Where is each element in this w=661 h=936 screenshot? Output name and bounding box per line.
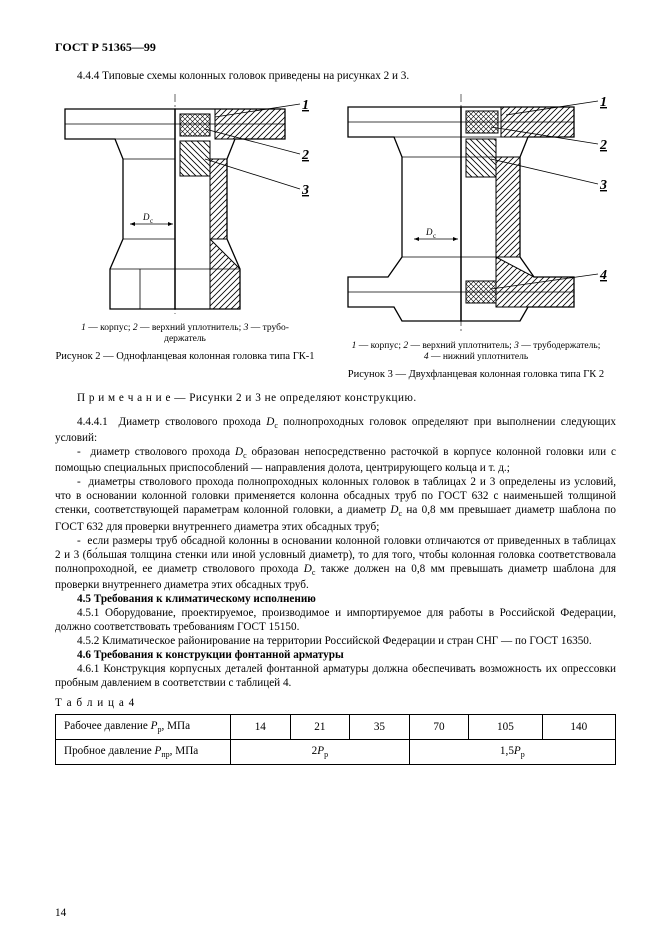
- table-4: Рабочее давление Pр, МПа 14 21 35 70 105…: [55, 714, 616, 765]
- para-4-6-1: 4.6.1 Конструкция корпусных деталей фонт…: [55, 662, 616, 690]
- para-4-5-1: 4.5.1 Оборудование, проектируемое, произ…: [55, 606, 616, 634]
- figure-2-legend: 1 — корпус; 2 — верхний уплотнитель; 3 —…: [81, 323, 289, 346]
- svg-text:1: 1: [302, 98, 309, 113]
- figures-row: D c 1 2 3 1 — корпус; 2 — верхний уплотн…: [55, 89, 616, 381]
- svg-text:c: c: [433, 232, 436, 240]
- row1-label: Рабочее давление Pр, МПа: [56, 714, 231, 739]
- para-cond-1: - диаметр стволового прохода Dс образова…: [55, 445, 616, 475]
- figure-3-legend: 1 — корпус; 2 — верхний уплотнитель; 3 —…: [352, 341, 601, 364]
- cell: 105: [469, 714, 542, 739]
- svg-text:3: 3: [599, 178, 607, 193]
- sec-4-5-title: 4.5 Требования к климатическому исполнен…: [55, 592, 616, 606]
- svg-text:3: 3: [301, 183, 309, 198]
- cell: 21: [290, 714, 350, 739]
- table-row: Рабочее давление Pр, МПа 14 21 35 70 105…: [56, 714, 616, 739]
- svg-text:c: c: [150, 217, 153, 225]
- svg-text:1: 1: [600, 95, 607, 110]
- figure-3-drawing: D c 1 2 3 4: [336, 89, 616, 337]
- para-cond-2: - диаметры стволового прохода полнопрохо…: [55, 475, 616, 533]
- figure-2-title: Рисунок 2 — Однофланцевая колонная голов…: [55, 350, 314, 363]
- cell: 70: [409, 714, 469, 739]
- figure-2: D c 1 2 3 1 — корпус; 2 — верхний уплотн…: [55, 89, 315, 381]
- sec-4-6-title: 4.6 Требования к конструкции фонтанной а…: [55, 648, 616, 662]
- figure-2-drawing: D c 1 2 3: [55, 89, 315, 319]
- document-header: ГОСТ Р 51365—99: [55, 40, 616, 55]
- para-4-4-4-1: 4.4.4.1 Диаметр стволового прохода Dс по…: [55, 415, 616, 445]
- table-4-label: Т а б л и ц а 4: [55, 696, 616, 710]
- cell: 1,5Pр: [409, 740, 615, 765]
- svg-text:2: 2: [301, 148, 309, 163]
- svg-text:D: D: [142, 212, 150, 222]
- svg-text:D: D: [425, 227, 433, 237]
- svg-text:2: 2: [599, 138, 607, 153]
- para-cond-3: - если размеры труб обсадной колонны в о…: [55, 534, 616, 592]
- svg-text:4: 4: [599, 268, 607, 283]
- cell: 14: [231, 714, 291, 739]
- page: ГОСТ Р 51365—99 4.4.4 Типовые схемы коло…: [0, 0, 661, 936]
- cell: 35: [350, 714, 410, 739]
- cell: 140: [542, 714, 615, 739]
- paragraph-4-4-4: 4.4.4 Типовые схемы колонных головок при…: [55, 69, 616, 83]
- figure-3-title: Рисунок 3 — Двухфланцевая колонная голов…: [348, 368, 604, 381]
- page-number: 14: [55, 906, 66, 920]
- row2-label: Пробное давление Pпр, МПа: [56, 740, 231, 765]
- para-4-5-2: 4.5.2 Климатическое районирование на тер…: [55, 634, 616, 648]
- figure-3: D c 1 2 3 4 1 — корпус; 2 — верхний упло…: [336, 89, 616, 381]
- table-row: Пробное давление Pпр, МПа 2Pр 1,5Pр: [56, 740, 616, 765]
- cell: 2Pр: [231, 740, 410, 765]
- note-line: П р и м е ч а н и е — Рисунки 2 и 3 не о…: [55, 391, 616, 405]
